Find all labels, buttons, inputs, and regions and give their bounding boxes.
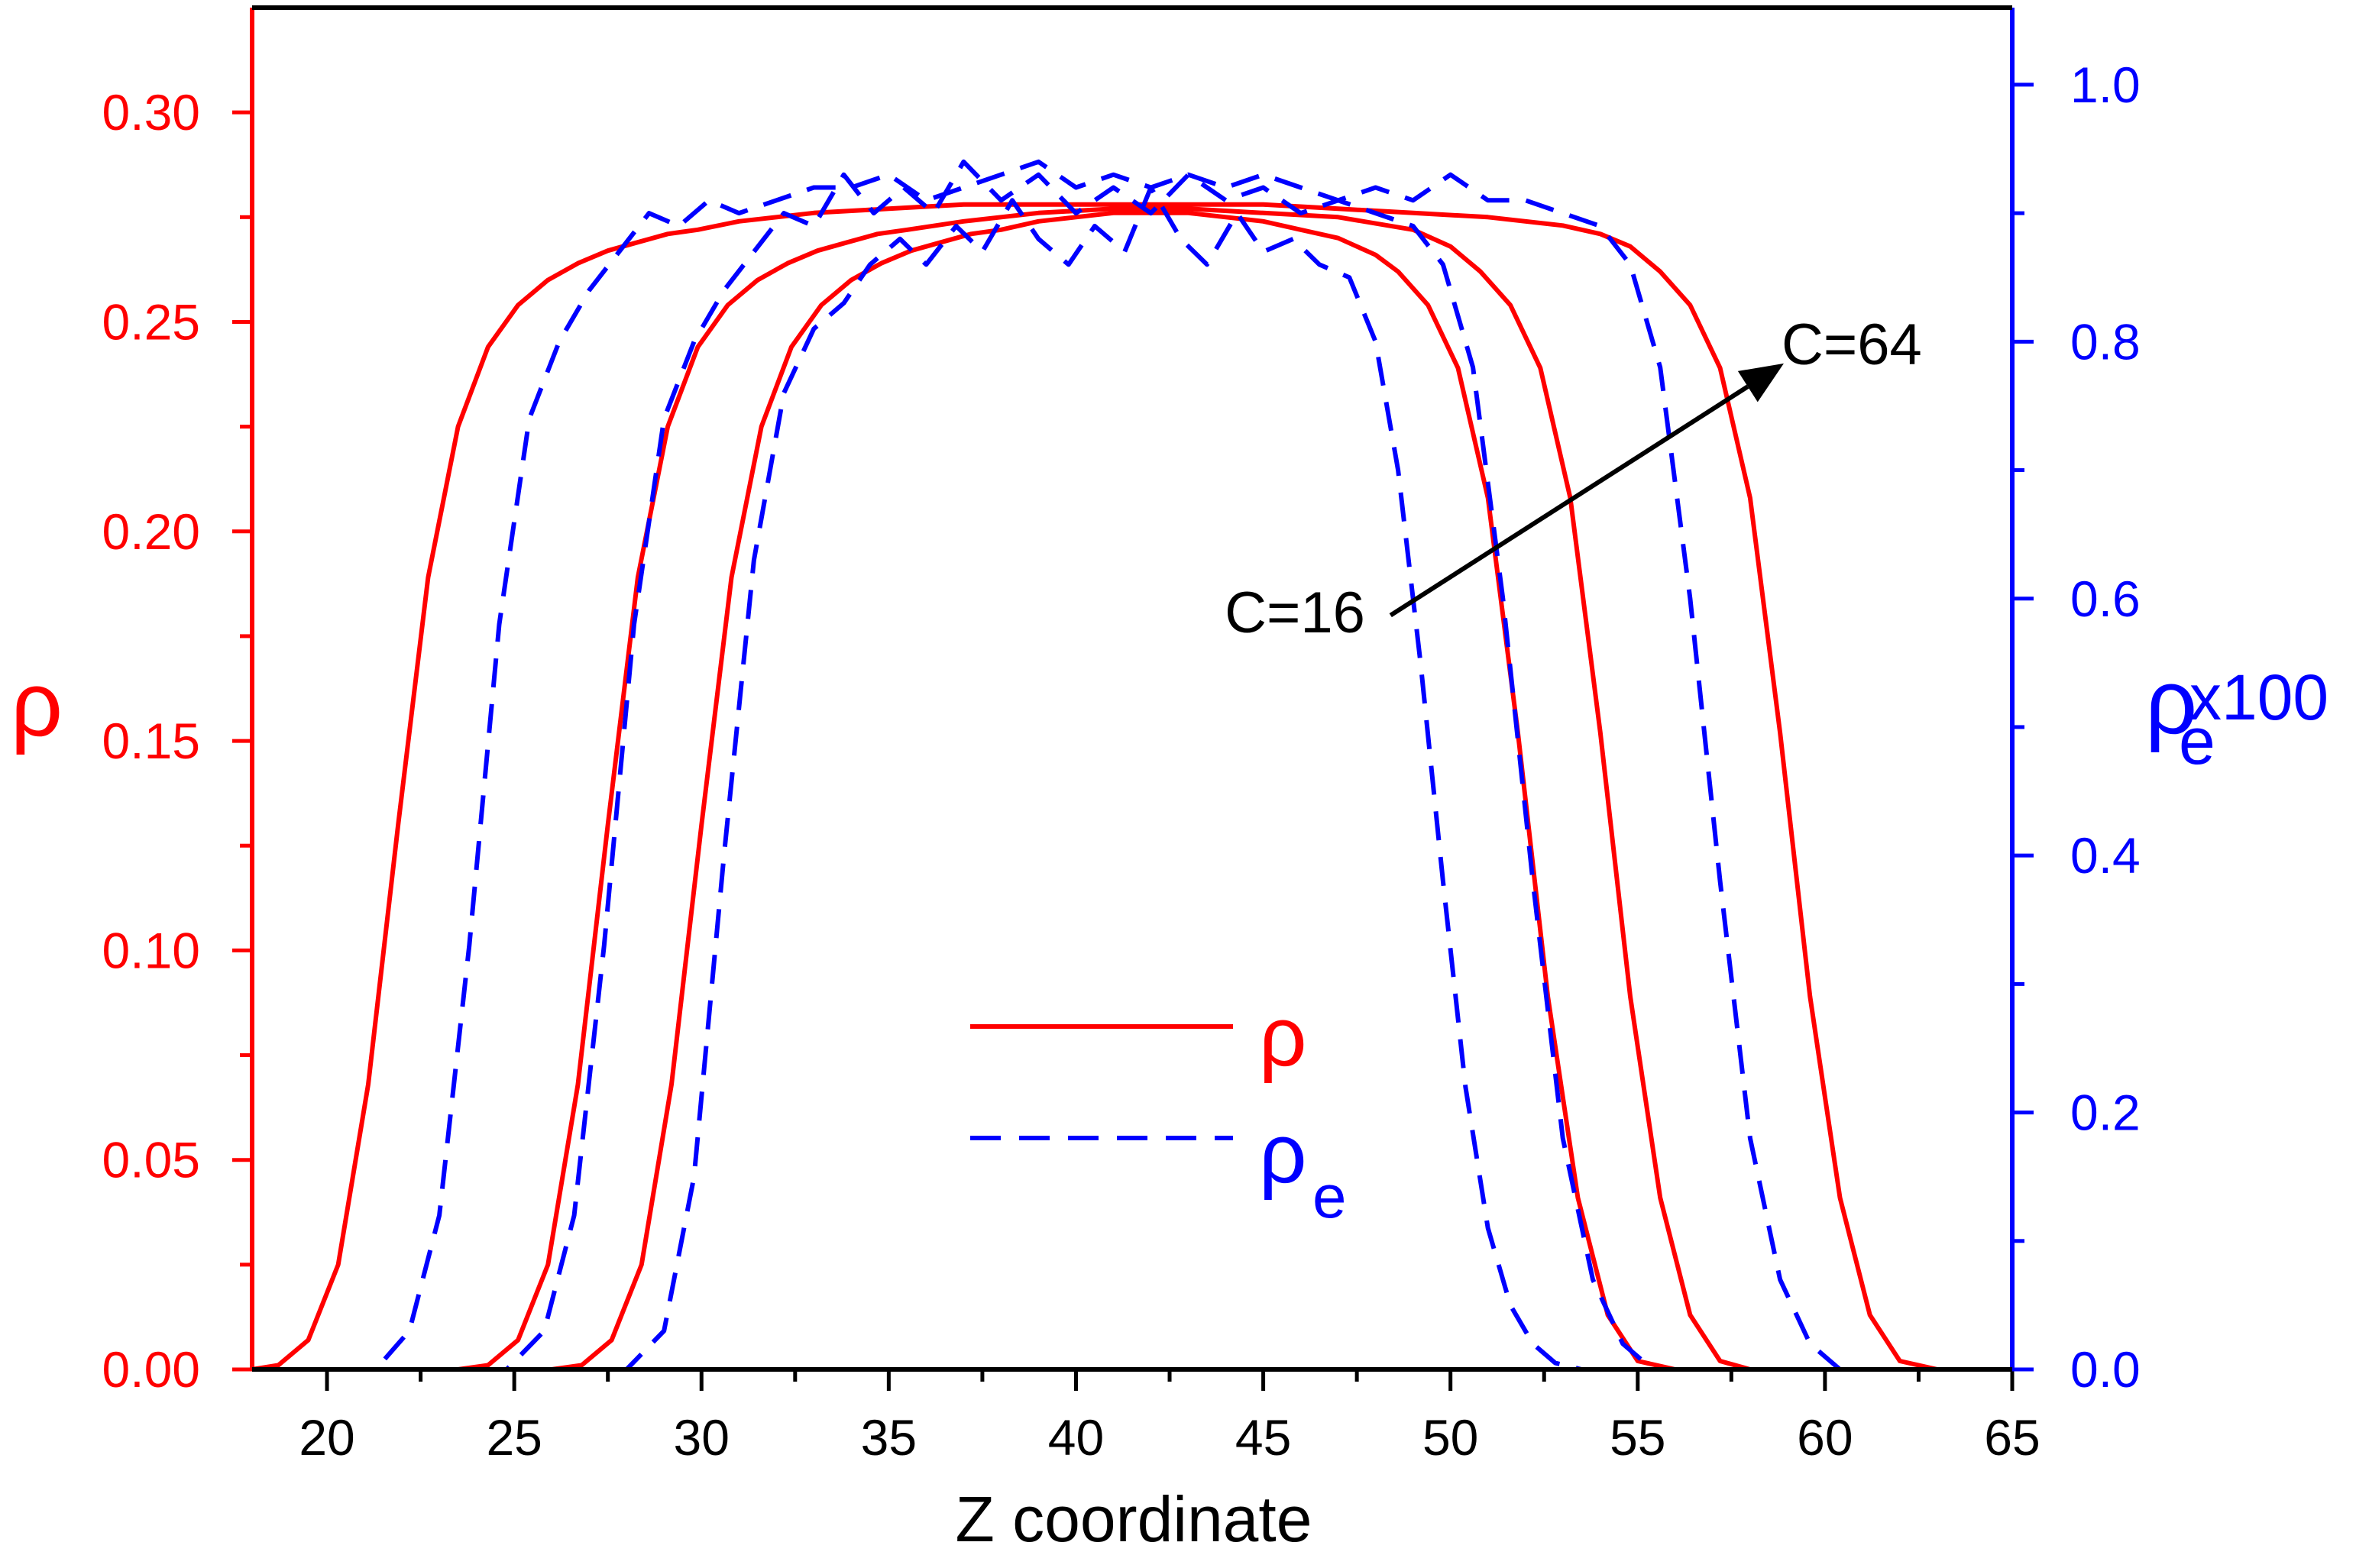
series-line-5	[252, 159, 2012, 1372]
y-right-axis-label: ρ e x100	[2145, 651, 2328, 778]
x-axis-label: Z coordinate	[956, 1483, 1312, 1555]
legend: ρ ρ e	[970, 990, 1347, 1230]
y-right-tick-label-0: 0.0	[2070, 1341, 2141, 1398]
y-left-axis-label: ρ	[11, 653, 63, 755]
annotation-label-c64: C=64	[1782, 312, 1922, 377]
annotation-arrow-head	[1737, 363, 1784, 403]
y-right-tick-label-2: 0.4	[2070, 827, 2141, 884]
x-tick-label-65: 65	[1984, 1409, 2040, 1466]
legend-label-rho: ρ	[1259, 990, 1307, 1084]
y-right-tick-label-5: 1.0	[2070, 57, 2141, 113]
y-right-axis-label-main: ρ	[2145, 651, 2197, 753]
series-line-4	[252, 185, 2012, 1372]
annotation: C=16 C=64	[1225, 312, 1922, 645]
x-tick-label-20: 20	[299, 1409, 354, 1466]
annotation-arrow-line	[1389, 384, 1749, 618]
y-left-tick-label-1: 0.05	[102, 1132, 200, 1188]
y-right-axis-label-suffix: x100	[2189, 661, 2328, 733]
y-right-tick-label-3: 0.6	[2070, 571, 2141, 627]
annotation-label-c16: C=16	[1225, 580, 1365, 645]
y-left-tick-label-3: 0.15	[102, 713, 200, 769]
series-line-6	[252, 159, 2012, 1372]
x-tick-label-30: 30	[674, 1409, 730, 1466]
series-line-1	[252, 210, 2012, 1372]
x-tick-label-25: 25	[486, 1409, 542, 1466]
x-tick-label-45: 45	[1235, 1409, 1291, 1466]
x-tick-label-60: 60	[1797, 1409, 1853, 1466]
y-right-tick-label-1: 0.2	[2070, 1085, 2141, 1141]
y-left-tick-label-5: 0.25	[102, 293, 200, 350]
y-left-tick-label-0: 0.00	[102, 1341, 200, 1398]
y-right-axis-label-sub: e	[2179, 705, 2215, 778]
y-left-tick-label-2: 0.10	[102, 922, 200, 978]
y-right-tick-label-4: 0.8	[2070, 313, 2141, 370]
y-left-ticks: 0.00 0.05 0.10 0.15 0.20 0.25 0.30	[102, 84, 252, 1398]
x-tick-label-40: 40	[1048, 1409, 1104, 1466]
y-left-tick-label-6: 0.30	[102, 84, 200, 141]
y-left-tick-label-4: 0.20	[102, 503, 200, 560]
axes	[250, 5, 2015, 1372]
legend-label-rho-e: ρ	[1259, 1107, 1307, 1201]
series-line-2	[252, 206, 2012, 1372]
plot-lines	[251, 159, 2012, 1372]
series-line-3	[251, 202, 2012, 1372]
x-tick-label-35: 35	[861, 1409, 917, 1466]
x-tick-label-55: 55	[1610, 1409, 1665, 1466]
x-ticks: 20 25 30 35 40 45 50 55 60 65	[299, 1369, 2040, 1466]
x-tick-label-50: 50	[1422, 1409, 1478, 1466]
y-right-ticks: 0.0 0.2 0.4 0.6 0.8 1.0	[2012, 57, 2141, 1398]
legend-label-rho-e-sub: e	[1312, 1162, 1347, 1230]
